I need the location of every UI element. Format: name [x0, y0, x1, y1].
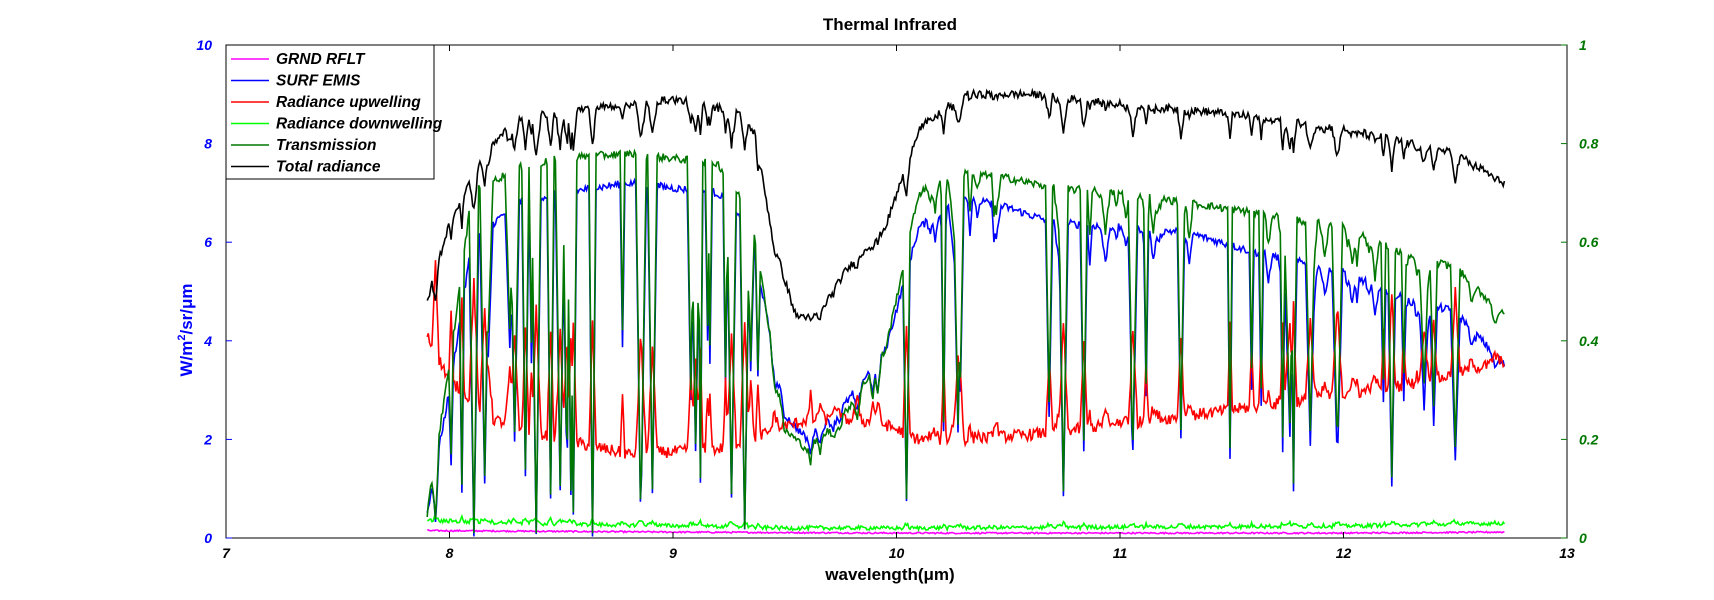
right-tick-label: 1 — [1579, 37, 1587, 53]
left-axis-label-superscript: 2 — [176, 335, 188, 341]
x-tick-label: 10 — [889, 545, 905, 561]
left-axis-label-rest: /sr/μm — [177, 283, 196, 334]
series-line-total-radiance — [426, 87, 1506, 322]
x-tick-label: 12 — [1336, 545, 1352, 561]
legend-box — [225, 44, 435, 180]
x-tick-label: 8 — [446, 545, 454, 561]
left-tick-label: 0 — [204, 530, 212, 546]
left-tick-label: 8 — [204, 136, 212, 152]
legend-label-surf-emis: SURF EMIS — [276, 73, 361, 90]
x-tick-label: 9 — [669, 545, 677, 561]
right-axis-ticks: 0 0.2 0.4 0.6 0.8 1 — [1561, 37, 1599, 546]
right-tick-label: 0.8 — [1579, 136, 1599, 152]
series-line-surf-emis — [426, 177, 1506, 537]
series-line-radiance-downwelling — [427, 513, 1506, 533]
legend-label-grnd-rflt: GRND RFLT — [276, 51, 366, 68]
x-axis-ticks: 7 8 9 10 11 12 13 — [222, 45, 1575, 561]
right-tick-label: 0.4 — [1579, 333, 1599, 349]
x-axis-label: wavelength(μm) — [824, 565, 954, 584]
series-line-transmission — [426, 148, 1505, 534]
left-tick-label: 6 — [204, 234, 212, 250]
right-tick-label: 0.2 — [1579, 431, 1599, 447]
chart-title: Thermal Infrared — [823, 15, 957, 34]
legend-label-total-radiance: Total radiance — [276, 159, 381, 176]
legend-label-radiance-upwelling: Radiance upwelling — [276, 94, 421, 111]
legend-label-transmission: Transmission — [276, 137, 377, 154]
left-axis-label: W/m2/sr/μm — [176, 283, 196, 376]
right-tick-label: 0 — [1579, 530, 1587, 546]
series-line-grnd-rflt — [427, 529, 1505, 536]
x-tick-label: 13 — [1559, 545, 1575, 561]
series-line-radiance-upwelling — [426, 260, 1506, 459]
left-tick-label: 10 — [196, 37, 212, 53]
left-axis-ticks: 0 2 4 6 8 10 — [196, 37, 232, 546]
x-tick-label: 11 — [1113, 545, 1128, 561]
legend-label-radiance-downwelling: Radiance downwelling — [276, 116, 443, 133]
plot-series-group — [426, 87, 1506, 537]
x-tick-label: 7 — [222, 545, 231, 561]
legend: GRND RFLT SURF EMIS Radiance upwelling Radi… — [225, 44, 443, 180]
left-tick-label: 2 — [203, 431, 212, 447]
left-tick-label: 4 — [203, 333, 212, 349]
right-tick-label: 0.6 — [1579, 234, 1599, 250]
